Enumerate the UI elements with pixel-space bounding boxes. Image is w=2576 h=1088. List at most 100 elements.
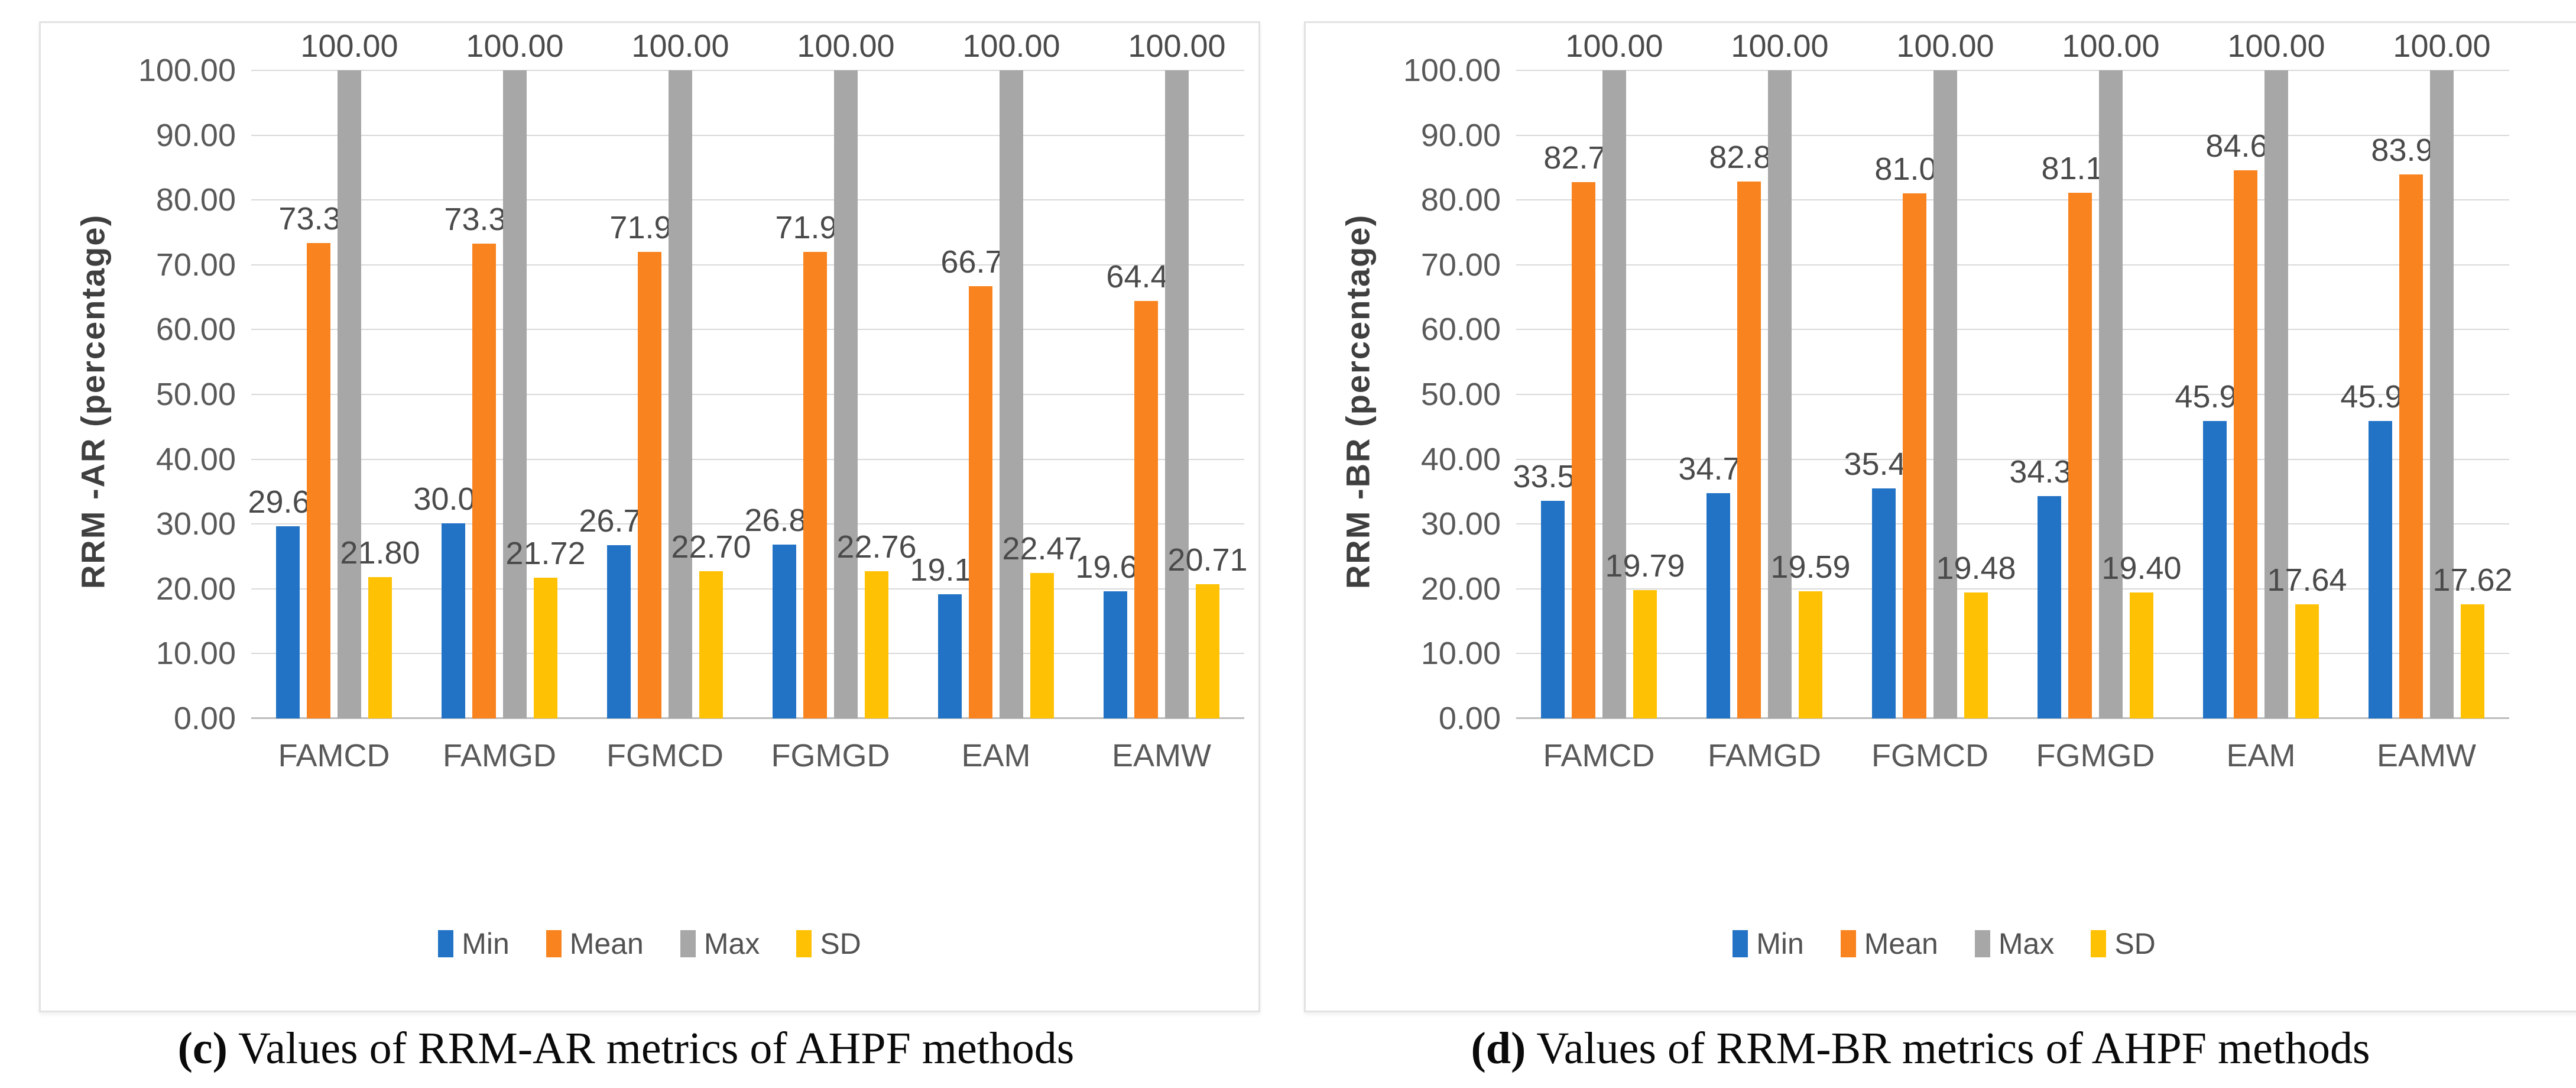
data-label: 19.48 (1936, 550, 2016, 586)
y-tick-label: 20.00 (155, 571, 236, 607)
mean-swatch-icon (1840, 930, 1856, 957)
mean-bar: 81.03 (1874, 151, 1955, 718)
max-bar: 100.00 (466, 28, 564, 718)
y-tick-label: 90.00 (1420, 117, 1501, 153)
bar-group-eamw: 45.94 83.96 100.00 17.62 EAMW (2340, 28, 2512, 773)
category-label: FAMGD (442, 738, 557, 773)
y-tick-label: 50.00 (1420, 377, 1501, 412)
data-label: 100.00 (300, 28, 398, 64)
gridline-0 (1516, 717, 2509, 719)
min-bar: 45.94 (2340, 379, 2421, 718)
min-bar: 34.34 (2009, 454, 2090, 718)
data-label: 22.47 (1002, 530, 1082, 566)
max-bar: 100.00 (2062, 28, 2160, 718)
y-tick-label: 90.00 (155, 117, 236, 153)
max-bar: 100.00 (631, 28, 729, 718)
legend-item-max: Max (1974, 927, 2054, 961)
legend-label: SD (2114, 927, 2156, 960)
legend-label: Mean (569, 927, 644, 960)
gridline-10 (1516, 653, 2509, 655)
gridline-90 (1516, 134, 2509, 136)
bar-group-eamw: 19.61 64.41 100.00 20.71 EAMW (1075, 28, 1248, 773)
data-label: 21.72 (505, 535, 586, 571)
data-label: 19.59 (1770, 549, 1851, 585)
sd-bar: 22.47 (1002, 531, 1082, 718)
bar-group-famgd: 34.77 82.85 100.00 19.59 FAMGD (1678, 28, 1850, 773)
data-label: 21.80 (340, 535, 420, 571)
bar-group-famcd: 33.54 82.73 100.00 19.79 FAMCD (1513, 28, 1685, 773)
legend-item-max: Max (680, 927, 760, 961)
data-label: 100.00 (1896, 28, 1994, 64)
legend-label: Max (703, 927, 760, 960)
caption-c: (c) Values of RRM-AR metrics of AHPF meth… (15, 1023, 1237, 1074)
data-label: 100.00 (2393, 28, 2491, 64)
min-bar: 19.61 (1075, 549, 1156, 718)
chart-panel-d: RRM -BR (percentage) 33.54 82.73 100.00 19.… (1304, 21, 2576, 1012)
max-bar: 100.00 (1128, 28, 1226, 718)
gridline-50 (1516, 394, 2509, 395)
min-bar: 26.71 (579, 503, 659, 718)
gridline-20 (251, 588, 1244, 590)
gridline-60 (1516, 329, 2509, 331)
sd-bar: 17.64 (2267, 562, 2347, 718)
y-tick-label: 0.00 (1438, 701, 1501, 736)
y-tick-label: 20.00 (1420, 571, 1501, 607)
gridline-40 (251, 458, 1244, 460)
category-label: FAMCD (278, 738, 390, 773)
data-label: 19.79 (1605, 548, 1685, 584)
min-bar: 33.54 (1513, 459, 1593, 718)
sd-bar: 22.76 (836, 529, 917, 718)
caption-label: (d) (1471, 1024, 1526, 1073)
category-label: FAMGD (1707, 738, 1822, 773)
max-bar: 100.00 (300, 28, 398, 718)
bar-group-fgmcd: 35.45 81.03 100.00 19.48 FGMCD (1844, 28, 2016, 773)
caption-text: Values of RRM-BR metrics of AHPF methods (1536, 1024, 2370, 1073)
data-label: 100.00 (466, 28, 564, 64)
bar-group-famgd: 30.07 73.31 100.00 21.72 FAMGD (413, 28, 585, 773)
mean-bar: 73.39 (278, 201, 359, 718)
data-label: 22.70 (671, 529, 751, 565)
y-tick-label: 40.00 (155, 441, 236, 477)
max-bar: 100.00 (1896, 28, 1994, 718)
bar-group-fgmcd: 26.71 71.97 100.00 22.70 FGMCD (579, 28, 751, 773)
gridline-10 (251, 653, 1244, 655)
gridline-0 (251, 717, 1244, 719)
gridline-80 (251, 199, 1244, 201)
bar-group-eam: 45.94 84.60 100.00 17.64 EAM (2175, 28, 2347, 773)
y-tick-label: 40.00 (1420, 441, 1501, 477)
y-tick-label: 80.00 (1420, 182, 1501, 218)
max-bar: 100.00 (962, 28, 1060, 718)
mean-bar: 71.97 (609, 210, 690, 718)
data-label: 17.62 (2432, 562, 2513, 598)
mean-bar: 82.73 (1543, 140, 1624, 718)
max-bar: 100.00 (2227, 28, 2325, 718)
max-bar: 100.00 (2393, 28, 2491, 718)
y-tick-label: 10.00 (155, 636, 236, 672)
gridline-80 (1516, 199, 2509, 201)
min-swatch-icon (1733, 930, 1748, 957)
y-tick-label: 60.00 (1420, 312, 1501, 348)
sd-bar: 22.70 (671, 529, 751, 718)
mean-bar: 66.74 (940, 244, 1021, 718)
mean-swatch-icon (546, 930, 562, 957)
min-bar: 30.07 (413, 481, 494, 718)
mean-bar: 81.11 (2041, 151, 2119, 718)
caption-d: (d) Values of RRM-BR metrics of AHPF meth… (1280, 1023, 2561, 1074)
caption-label: (c) (177, 1024, 228, 1073)
gridline-70 (1516, 264, 2509, 265)
legend-item-sd: SD (2091, 927, 2156, 961)
category-label: EAMW (2377, 738, 2476, 773)
chart-panel-c: RRM -AR (percentage) 29.67 73.39 100.00 21.… (39, 21, 1260, 1012)
y-tick-label: 70.00 (155, 247, 236, 283)
max-bar: 100.00 (1565, 28, 1663, 718)
data-label: 100.00 (1128, 28, 1226, 64)
min-bar: 35.45 (1844, 446, 1924, 718)
sd-bar: 20.71 (1167, 542, 1248, 718)
legend-item-min: Min (438, 927, 510, 961)
sd-bar: 19.79 (1605, 548, 1685, 718)
max-bar: 100.00 (1731, 28, 1829, 718)
y-tick-label: 100.00 (138, 53, 236, 88)
gridline-40 (1516, 458, 2509, 460)
min-bar: 26.86 (744, 503, 825, 718)
data-label: 100.00 (631, 28, 729, 64)
